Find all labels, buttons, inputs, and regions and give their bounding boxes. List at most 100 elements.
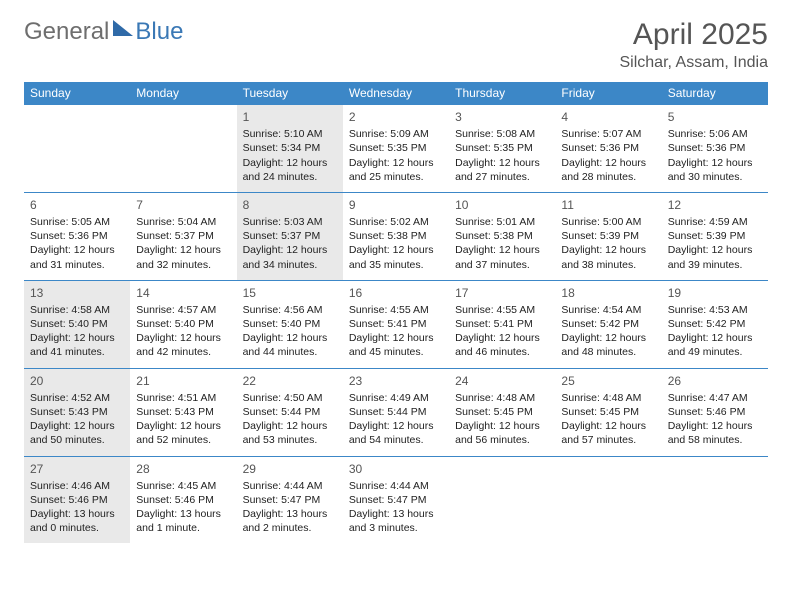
sunrise-text: Sunrise: 4:49 AM xyxy=(349,391,443,405)
daylight-text-line1: Daylight: 12 hours xyxy=(455,419,549,433)
day-cell: 29Sunrise: 4:44 AMSunset: 5:47 PMDayligh… xyxy=(237,457,343,544)
day-number: 9 xyxy=(349,197,443,213)
sunset-text: Sunset: 5:43 PM xyxy=(136,405,230,419)
daylight-text-line2: and 38 minutes. xyxy=(561,258,655,272)
sunrise-text: Sunrise: 4:46 AM xyxy=(30,479,124,493)
daylight-text-line1: Daylight: 12 hours xyxy=(243,156,337,170)
day-cell-empty xyxy=(24,105,130,192)
daylight-text-line2: and 31 minutes. xyxy=(30,258,124,272)
daylight-text-line1: Daylight: 12 hours xyxy=(561,156,655,170)
day-number: 16 xyxy=(349,285,443,301)
day-cell: 22 Sunrise: 4:50 AMSunset: 5:44 PMDayligh… xyxy=(237,369,343,456)
daylight-text-line2: and 48 minutes. xyxy=(561,345,655,359)
day-number: 24 xyxy=(455,373,549,389)
day-cell: 8Sunrise: 5:03 AMSunset: 5:37 PMDaylight… xyxy=(237,193,343,280)
day-number: 8 xyxy=(243,197,337,213)
sunrise-text: Sunrise: 5:01 AM xyxy=(455,215,549,229)
daylight-text-line1: Daylight: 13 hours xyxy=(136,507,230,521)
day-number: 12 xyxy=(668,197,762,213)
sunset-text: Sunset: 5:38 PM xyxy=(349,229,443,243)
day-number: 3 xyxy=(455,109,549,125)
sunrise-text: Sunrise: 5:08 AM xyxy=(455,127,549,141)
day-number: 28 xyxy=(136,461,230,477)
daylight-text-line2: and 28 minutes. xyxy=(561,170,655,184)
sunrise-text: Sunrise: 4:55 AM xyxy=(455,303,549,317)
day-cell: 23Sunrise: 4:49 AMSunset: 5:44 PMDayligh… xyxy=(343,369,449,456)
day-of-week-header: SundayMondayTuesdayWednesdayThursdayFrid… xyxy=(24,82,768,104)
day-number: 5 xyxy=(668,109,762,125)
sunrise-text: Sunrise: 5:03 AM xyxy=(243,215,337,229)
day-cell: 10Sunrise: 5:01 AMSunset: 5:38 PMDayligh… xyxy=(449,193,555,280)
day-number: 20 xyxy=(30,373,124,389)
day-number: 23 xyxy=(349,373,443,389)
daylight-text-line2: and 50 minutes. xyxy=(30,433,124,447)
day-cell-empty xyxy=(555,457,661,544)
dow-cell: Sunday xyxy=(24,82,130,104)
daylight-text-line1: Daylight: 12 hours xyxy=(561,419,655,433)
day-cell: 12Sunrise: 4:59 AMSunset: 5:39 PMDayligh… xyxy=(662,193,768,280)
day-cell: 17Sunrise: 4:55 AMSunset: 5:41 PMDayligh… xyxy=(449,281,555,368)
daylight-text-line2: and 32 minutes. xyxy=(136,258,230,272)
sunset-text: Sunset: 5:40 PM xyxy=(30,317,124,331)
daylight-text-line2: and 0 minutes. xyxy=(30,521,124,535)
sunrise-text: Sunrise: 5:02 AM xyxy=(349,215,443,229)
daylight-text-line2: and 34 minutes. xyxy=(243,258,337,272)
sunset-text: Sunset: 5:43 PM xyxy=(30,405,124,419)
calendar-page: General Blue April 2025 Silchar, Assam, … xyxy=(0,0,792,561)
sunset-text: Sunset: 5:37 PM xyxy=(243,229,337,243)
sunrise-text: Sunrise: 4:47 AM xyxy=(668,391,762,405)
sunrise-text: Sunrise: 4:45 AM xyxy=(136,479,230,493)
day-cell: 26Sunrise: 4:47 AMSunset: 5:46 PMDayligh… xyxy=(662,369,768,456)
daylight-text-line1: Daylight: 12 hours xyxy=(561,243,655,257)
day-number: 7 xyxy=(136,197,230,213)
sunset-text: Sunset: 5:34 PM xyxy=(243,141,337,155)
sunset-text: Sunset: 5:44 PM xyxy=(243,405,337,419)
sunset-text: Sunset: 5:44 PM xyxy=(349,405,443,419)
day-number: 25 xyxy=(561,373,655,389)
day-number: 26 xyxy=(668,373,762,389)
sunset-text: Sunset: 5:39 PM xyxy=(561,229,655,243)
daylight-text-line1: Daylight: 12 hours xyxy=(243,419,337,433)
day-cell: 5Sunrise: 5:06 AMSunset: 5:36 PMDaylight… xyxy=(662,105,768,192)
day-number: 6 xyxy=(30,197,124,213)
day-number: 13 xyxy=(30,285,124,301)
day-number: 10 xyxy=(455,197,549,213)
sunrise-text: Sunrise: 5:05 AM xyxy=(30,215,124,229)
sunset-text: Sunset: 5:42 PM xyxy=(668,317,762,331)
daylight-text-line2: and 27 minutes. xyxy=(455,170,549,184)
week-row: 13Sunrise: 4:58 AMSunset: 5:40 PMDayligh… xyxy=(24,280,768,368)
day-cell-empty xyxy=(449,457,555,544)
week-row: 6Sunrise: 5:05 AMSunset: 5:36 PMDaylight… xyxy=(24,192,768,280)
dow-cell: Wednesday xyxy=(343,82,449,104)
daylight-text-line1: Daylight: 12 hours xyxy=(668,331,762,345)
sunset-text: Sunset: 5:40 PM xyxy=(136,317,230,331)
daylight-text-line2: and 56 minutes. xyxy=(455,433,549,447)
sunrise-text: Sunrise: 4:59 AM xyxy=(668,215,762,229)
daylight-text-line2: and 49 minutes. xyxy=(668,345,762,359)
day-number: 22 xyxy=(243,373,337,389)
brand-part1: General xyxy=(24,18,109,46)
sunset-text: Sunset: 5:36 PM xyxy=(561,141,655,155)
sunrise-text: Sunrise: 4:44 AM xyxy=(349,479,443,493)
day-cell-empty xyxy=(130,105,236,192)
sunrise-text: Sunrise: 5:09 AM xyxy=(349,127,443,141)
sunset-text: Sunset: 5:36 PM xyxy=(668,141,762,155)
sunset-text: Sunset: 5:37 PM xyxy=(136,229,230,243)
day-number: 27 xyxy=(30,461,124,477)
week-row: 20Sunrise: 4:52 AMSunset: 5:43 PMDayligh… xyxy=(24,368,768,456)
sunset-text: Sunset: 5:35 PM xyxy=(455,141,549,155)
day-number: 4 xyxy=(561,109,655,125)
daylight-text-line1: Daylight: 12 hours xyxy=(349,156,443,170)
day-cell: 30Sunrise: 4:44 AMSunset: 5:47 PMDayligh… xyxy=(343,457,449,544)
day-cell: 20Sunrise: 4:52 AMSunset: 5:43 PMDayligh… xyxy=(24,369,130,456)
sunset-text: Sunset: 5:38 PM xyxy=(455,229,549,243)
daylight-text-line1: Daylight: 13 hours xyxy=(349,507,443,521)
daylight-text-line1: Daylight: 12 hours xyxy=(668,156,762,170)
month-title: April 2025 xyxy=(619,18,768,52)
daylight-text-line2: and 30 minutes. xyxy=(668,170,762,184)
dow-cell: Monday xyxy=(130,82,236,104)
sunrise-text: Sunrise: 4:50 AM xyxy=(243,391,337,405)
sunrise-text: Sunrise: 4:52 AM xyxy=(30,391,124,405)
day-cell: 4Sunrise: 5:07 AMSunset: 5:36 PMDaylight… xyxy=(555,105,661,192)
day-number: 30 xyxy=(349,461,443,477)
